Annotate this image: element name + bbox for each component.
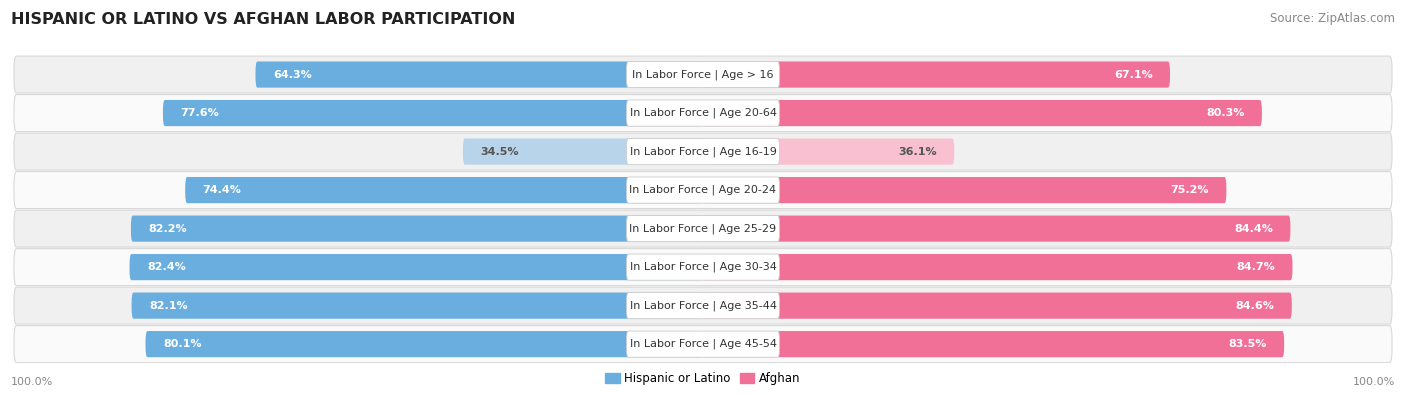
Text: 36.1%: 36.1% <box>898 147 936 156</box>
FancyBboxPatch shape <box>186 177 703 203</box>
Text: 84.4%: 84.4% <box>1234 224 1272 233</box>
Text: In Labor Force | Age > 16: In Labor Force | Age > 16 <box>633 69 773 80</box>
FancyBboxPatch shape <box>14 56 1392 93</box>
FancyBboxPatch shape <box>703 293 1292 319</box>
Text: 82.2%: 82.2% <box>148 224 187 233</box>
Text: In Labor Force | Age 25-29: In Labor Force | Age 25-29 <box>630 223 776 234</box>
Text: In Labor Force | Age 20-24: In Labor Force | Age 20-24 <box>630 185 776 196</box>
FancyBboxPatch shape <box>703 100 1261 126</box>
FancyBboxPatch shape <box>131 216 703 242</box>
Text: In Labor Force | Age 20-64: In Labor Force | Age 20-64 <box>630 108 776 118</box>
FancyBboxPatch shape <box>146 331 703 357</box>
FancyBboxPatch shape <box>627 139 779 165</box>
FancyBboxPatch shape <box>627 293 779 319</box>
Text: 84.7%: 84.7% <box>1236 262 1275 272</box>
FancyBboxPatch shape <box>14 325 1392 363</box>
Text: 75.2%: 75.2% <box>1170 185 1209 195</box>
FancyBboxPatch shape <box>703 62 1170 88</box>
FancyBboxPatch shape <box>627 62 779 88</box>
Text: 64.3%: 64.3% <box>273 70 312 79</box>
Text: 80.1%: 80.1% <box>163 339 201 349</box>
FancyBboxPatch shape <box>703 177 1226 203</box>
Legend: Hispanic or Latino, Afghan: Hispanic or Latino, Afghan <box>606 372 800 385</box>
Text: Source: ZipAtlas.com: Source: ZipAtlas.com <box>1270 12 1395 25</box>
Text: HISPANIC OR LATINO VS AFGHAN LABOR PARTICIPATION: HISPANIC OR LATINO VS AFGHAN LABOR PARTI… <box>11 12 516 27</box>
FancyBboxPatch shape <box>463 139 703 165</box>
FancyBboxPatch shape <box>132 293 703 319</box>
FancyBboxPatch shape <box>14 94 1392 132</box>
Text: 100.0%: 100.0% <box>1353 377 1395 387</box>
FancyBboxPatch shape <box>129 254 703 280</box>
Text: 80.3%: 80.3% <box>1206 108 1244 118</box>
Text: 83.5%: 83.5% <box>1229 339 1267 349</box>
Text: 100.0%: 100.0% <box>11 377 53 387</box>
FancyBboxPatch shape <box>14 287 1392 324</box>
FancyBboxPatch shape <box>14 248 1392 286</box>
Text: 67.1%: 67.1% <box>1114 70 1153 79</box>
Text: 74.4%: 74.4% <box>202 185 242 195</box>
FancyBboxPatch shape <box>14 133 1392 170</box>
FancyBboxPatch shape <box>163 100 703 126</box>
FancyBboxPatch shape <box>627 331 779 357</box>
Text: 82.1%: 82.1% <box>149 301 187 310</box>
Text: 82.4%: 82.4% <box>146 262 186 272</box>
FancyBboxPatch shape <box>256 62 703 88</box>
FancyBboxPatch shape <box>703 254 1292 280</box>
FancyBboxPatch shape <box>627 254 779 280</box>
FancyBboxPatch shape <box>627 100 779 126</box>
FancyBboxPatch shape <box>14 210 1392 247</box>
Text: In Labor Force | Age 30-34: In Labor Force | Age 30-34 <box>630 262 776 273</box>
Text: 34.5%: 34.5% <box>481 147 519 156</box>
Text: In Labor Force | Age 35-44: In Labor Force | Age 35-44 <box>630 300 776 311</box>
FancyBboxPatch shape <box>703 331 1284 357</box>
FancyBboxPatch shape <box>703 139 955 165</box>
Text: 77.6%: 77.6% <box>180 108 219 118</box>
Text: 84.6%: 84.6% <box>1236 301 1274 310</box>
Text: In Labor Force | Age 45-54: In Labor Force | Age 45-54 <box>630 339 776 350</box>
FancyBboxPatch shape <box>703 216 1291 242</box>
Text: In Labor Force | Age 16-19: In Labor Force | Age 16-19 <box>630 146 776 157</box>
FancyBboxPatch shape <box>627 216 779 242</box>
FancyBboxPatch shape <box>627 177 779 203</box>
FancyBboxPatch shape <box>14 171 1392 209</box>
